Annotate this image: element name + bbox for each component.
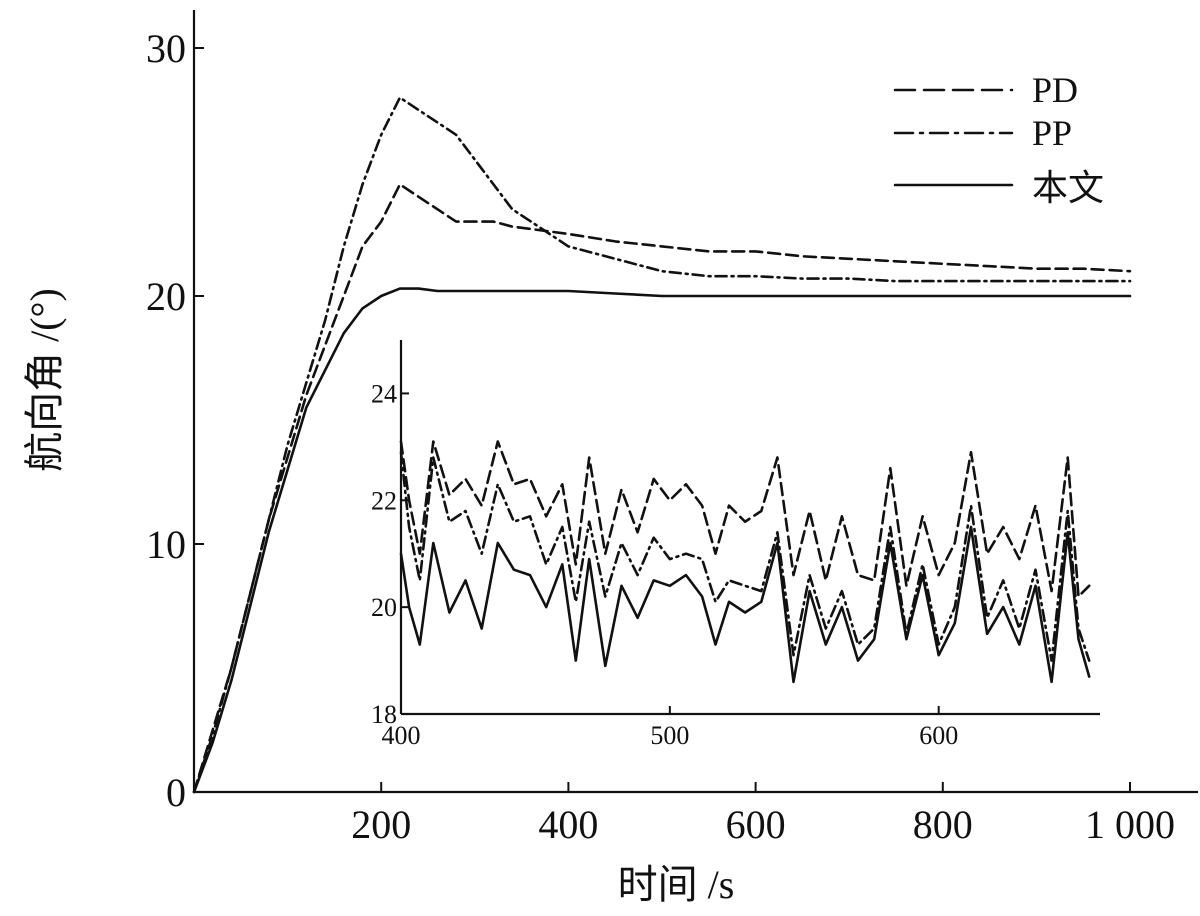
main-y-tick-label: 10 [146,522,186,567]
inset-y-ticks: 18 20 22 24 [371,380,409,729]
main-y-ticks: 0 10 20 30 [146,26,204,815]
legend-label-bw: 本文 [1032,168,1104,208]
inset-series [399,440,1091,684]
main-y-tick-label: 30 [146,26,186,71]
y-axis-label: 航向角 /(°) [22,288,67,472]
inset-y-tick-label: 22 [371,486,397,515]
inset-x-tick-label: 600 [919,721,958,750]
main-series-pp [192,96,1132,794]
legend-label-pp: PP [1032,113,1072,153]
main-x-tick-label: 600 [726,802,786,847]
main-y-tick-label: 20 [146,274,186,319]
main-y-tick-label: 0 [166,770,186,815]
legend-label-pd: PD [1032,70,1078,110]
inset-chart: 18 20 22 24 400 500 600 [371,340,1100,750]
legend: PD PP 本文 [893,70,1104,208]
inset-series-pd [399,440,1091,598]
inset-x-tick-label: 400 [382,721,421,750]
main-series-bw [192,287,1132,794]
main-x-ticks: 200 400 600 800 1 000 [351,782,1175,847]
main-series-pd [192,183,1132,794]
main-chart: 0 10 20 30 200 400 600 800 1 000 时间 /s 航向角 /(°)… [22,10,1198,907]
main-x-tick-label: 1 000 [1085,802,1175,847]
inset-y-tick-label: 18 [371,700,397,729]
inset-series-pp [399,450,1091,662]
x-axis-label: 时间 /s [618,862,735,907]
inset-series-bw [399,525,1091,684]
inset-y-tick-label: 24 [371,380,397,409]
inset-x-tick-label: 500 [650,721,689,750]
main-x-tick-label: 400 [538,802,598,847]
main-series [192,96,1132,794]
main-x-tick-label: 200 [351,802,411,847]
main-x-tick-label: 800 [913,802,973,847]
inset-y-tick-label: 20 [371,593,397,622]
inset-background [400,340,1100,715]
inset-x-ticks: 400 500 600 [382,706,958,750]
